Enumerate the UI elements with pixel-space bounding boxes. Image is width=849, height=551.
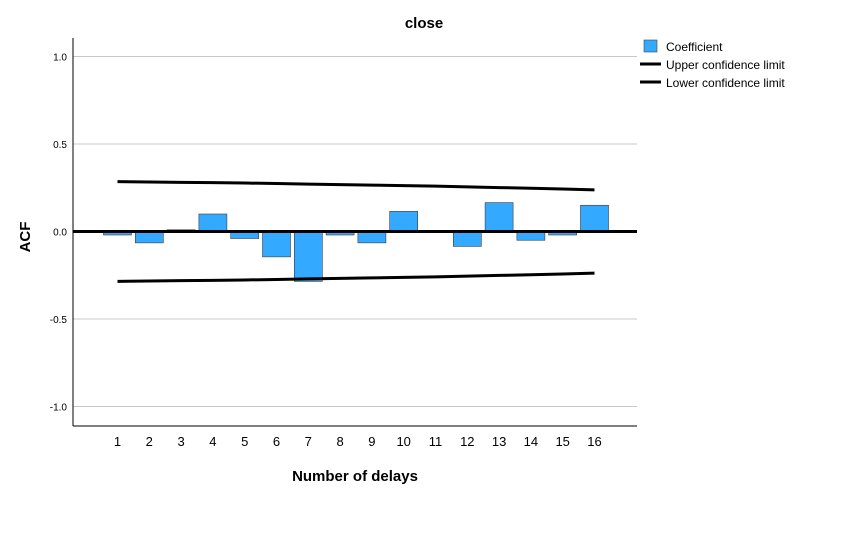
- legend-label-coefficient: Coefficient: [666, 40, 723, 54]
- coefficient-bars: [103, 202, 609, 282]
- x-tick-label: 6: [273, 434, 280, 449]
- x-tick-label: 8: [336, 434, 343, 449]
- lower-confidence-line: [117, 271, 595, 283]
- x-tick-label: 10: [396, 434, 410, 449]
- bar-lag-7: [293, 231, 323, 282]
- bar-lag-2: [135, 231, 164, 244]
- x-tick-label: 1: [114, 434, 121, 449]
- y-tick-label: 0.0: [53, 228, 67, 239]
- y-tick-label: 0.5: [53, 140, 67, 151]
- gridlines: [73, 56, 637, 407]
- bar-lag-13: [484, 202, 514, 232]
- chart-title: close: [405, 15, 443, 32]
- y-tick-labels: -1.0 -0.5 0.0 0.5 1.0: [50, 53, 68, 414]
- x-tick-label: 16: [587, 434, 601, 449]
- x-tick-label: 5: [241, 434, 248, 449]
- y-axis-title: ACF: [17, 222, 34, 253]
- bar-lag-6: [262, 231, 291, 258]
- legend-label-lower: Lower confidence limit: [666, 76, 785, 90]
- upper-confidence-line: [117, 180, 595, 192]
- x-tick-label: 13: [492, 434, 506, 449]
- bar-lag-16: [580, 204, 609, 232]
- x-axis-title: Number of delays: [292, 468, 418, 485]
- x-tick-label: 2: [146, 434, 153, 449]
- legend: Coefficient Upper confidence limit Lower…: [640, 39, 785, 90]
- x-tick-label: 15: [555, 434, 569, 449]
- x-tick-labels: 1 2 3 4 5 6 7 8 9 10 11 12 13 14 15 16: [114, 434, 602, 449]
- y-tick-label: -1.0: [50, 403, 68, 414]
- legend-swatch-coefficient: [643, 39, 658, 53]
- x-tick-label: 12: [460, 434, 474, 449]
- x-tick-label: 11: [429, 434, 443, 449]
- bar-lag-4: [198, 213, 228, 232]
- bar-lag-10: [389, 211, 419, 232]
- x-tick-label: 14: [524, 434, 538, 449]
- bar-lag-12: [452, 231, 482, 247]
- y-tick-label: -0.5: [50, 315, 68, 326]
- y-tick-label: 1.0: [53, 53, 67, 64]
- x-tick-label: 9: [368, 434, 375, 449]
- confidence-limit-lines: [117, 180, 595, 283]
- x-tick-label: 7: [305, 434, 312, 449]
- bar-lag-9: [357, 231, 387, 244]
- x-tick-label: 3: [177, 434, 184, 449]
- legend-label-upper: Upper confidence limit: [666, 58, 785, 72]
- x-tick-label: 4: [209, 434, 216, 449]
